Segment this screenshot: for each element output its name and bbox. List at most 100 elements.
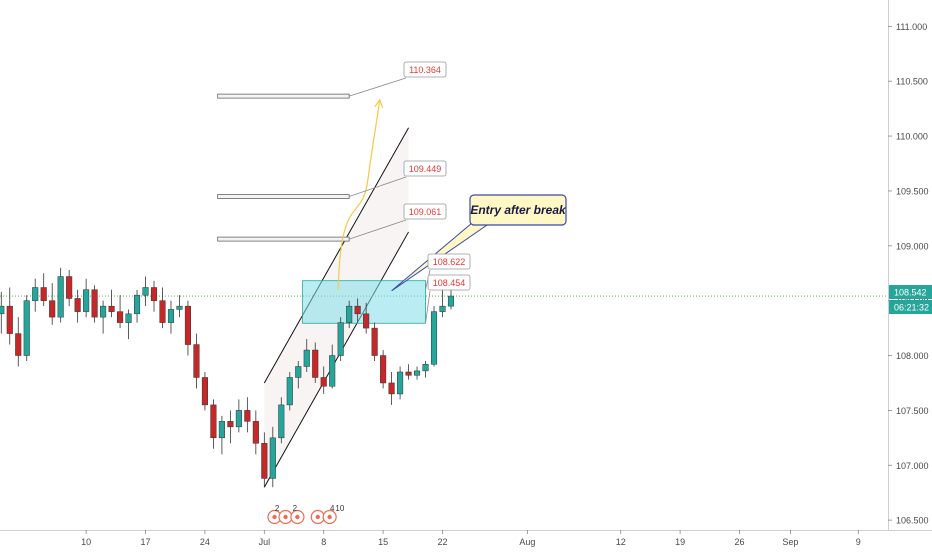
candle[interactable] xyxy=(91,289,98,318)
event-badge[interactable] xyxy=(322,509,337,525)
candle[interactable] xyxy=(184,305,192,345)
event-badge[interactable] xyxy=(278,509,293,525)
callout-text: Entry after break xyxy=(470,203,567,217)
projection-arrowhead xyxy=(374,98,384,109)
candle[interactable] xyxy=(74,298,81,312)
candle[interactable] xyxy=(6,305,13,334)
level-label-leader xyxy=(349,219,407,240)
time-tick-label: 17 xyxy=(141,537,151,547)
candle[interactable] xyxy=(303,349,310,367)
candle[interactable] xyxy=(337,322,344,356)
level-label-box[interactable] xyxy=(403,203,447,220)
candle[interactable] xyxy=(286,377,293,406)
candle[interactable] xyxy=(193,344,200,378)
candle[interactable] xyxy=(150,287,158,301)
candle[interactable] xyxy=(125,313,132,323)
candle[interactable] xyxy=(235,410,242,428)
candle[interactable] xyxy=(430,311,438,365)
price-tick-label: 107.500 xyxy=(896,406,929,416)
candle[interactable] xyxy=(167,309,175,323)
candle[interactable] xyxy=(312,349,319,378)
candle[interactable] xyxy=(447,295,455,307)
candle[interactable] xyxy=(15,333,22,356)
current-price-tag: 108.542 06:21:32 xyxy=(889,285,932,314)
candle[interactable] xyxy=(133,294,141,315)
candle[interactable] xyxy=(176,305,183,310)
time-tick-label: Jul xyxy=(259,537,271,547)
level-label-box[interactable] xyxy=(403,160,447,177)
time-tick-label: 19 xyxy=(675,537,685,547)
bar-countdown-label: 06:21:32 xyxy=(894,303,929,313)
candle[interactable] xyxy=(57,276,64,318)
candle[interactable] xyxy=(100,305,107,318)
candle[interactable] xyxy=(295,366,302,378)
candle[interactable] xyxy=(278,404,285,439)
candle[interactable] xyxy=(405,371,412,376)
candle[interactable] xyxy=(49,300,56,318)
candle[interactable] xyxy=(397,371,404,395)
level-label-box[interactable] xyxy=(427,253,471,270)
candle[interactable] xyxy=(142,287,149,296)
candle[interactable] xyxy=(354,305,361,315)
candle[interactable] xyxy=(388,382,395,395)
level-label-box[interactable] xyxy=(403,61,447,78)
target-level-line[interactable] xyxy=(217,93,350,99)
candle[interactable] xyxy=(23,300,30,356)
target-level-line[interactable] xyxy=(217,194,350,199)
time-tick-label: 22 xyxy=(438,537,448,547)
event-badge-dot xyxy=(272,514,277,520)
candle[interactable] xyxy=(227,421,234,428)
level-label-leader xyxy=(349,77,407,97)
current-price-label: 108.542 xyxy=(894,288,927,298)
event-badge-dot xyxy=(283,514,288,520)
event-badge-dot xyxy=(295,514,300,520)
price-tick-label: 110.500 xyxy=(896,77,928,87)
level-label: 109.061 xyxy=(409,207,442,217)
projection-arrow-path[interactable] xyxy=(337,99,381,290)
price-tick-label: 108.000 xyxy=(896,351,929,361)
candle[interactable] xyxy=(380,355,387,384)
candle[interactable] xyxy=(261,443,268,479)
level-label-leader xyxy=(349,176,407,197)
candle[interactable] xyxy=(0,305,5,315)
target-level-line[interactable] xyxy=(217,236,350,242)
channel-lower-line[interactable] xyxy=(263,231,410,488)
candle[interactable] xyxy=(414,370,421,376)
callout-box[interactable] xyxy=(469,194,567,226)
candle[interactable] xyxy=(210,404,217,439)
candle[interactable] xyxy=(269,437,276,479)
level-label-box[interactable] xyxy=(427,274,471,291)
candle[interactable] xyxy=(66,276,73,299)
event-badges[interactable]: 2 2 4 10 xyxy=(267,504,345,525)
candle[interactable] xyxy=(159,300,166,323)
candle[interactable] xyxy=(422,364,429,372)
event-badge-dot xyxy=(315,514,320,520)
candle[interactable] xyxy=(252,421,259,444)
candle[interactable] xyxy=(371,327,378,356)
time-tick-label: 12 xyxy=(616,537,626,547)
candle[interactable] xyxy=(83,289,90,312)
candle[interactable] xyxy=(320,377,327,387)
time-tick-label: 26 xyxy=(734,537,744,547)
price-tick-label: 109.000 xyxy=(896,241,929,251)
candle[interactable] xyxy=(439,305,446,312)
level-label: 110.364 xyxy=(409,65,441,75)
candle[interactable] xyxy=(363,313,370,329)
event-badge[interactable] xyxy=(310,509,325,525)
event-badge[interactable] xyxy=(290,509,305,525)
candle[interactable] xyxy=(218,421,225,439)
candle[interactable] xyxy=(329,355,336,387)
candle[interactable] xyxy=(40,287,47,301)
level-label: 108.622 xyxy=(433,257,466,267)
candle[interactable] xyxy=(346,305,353,323)
candle[interactable] xyxy=(117,311,124,323)
candle[interactable] xyxy=(244,410,251,422)
channel-upper-line[interactable] xyxy=(263,127,410,384)
candle[interactable] xyxy=(108,305,115,312)
current-price-background xyxy=(889,285,932,299)
event-badge-count: 10 xyxy=(335,504,344,513)
candle[interactable] xyxy=(32,287,39,301)
candle[interactable] xyxy=(201,377,208,406)
